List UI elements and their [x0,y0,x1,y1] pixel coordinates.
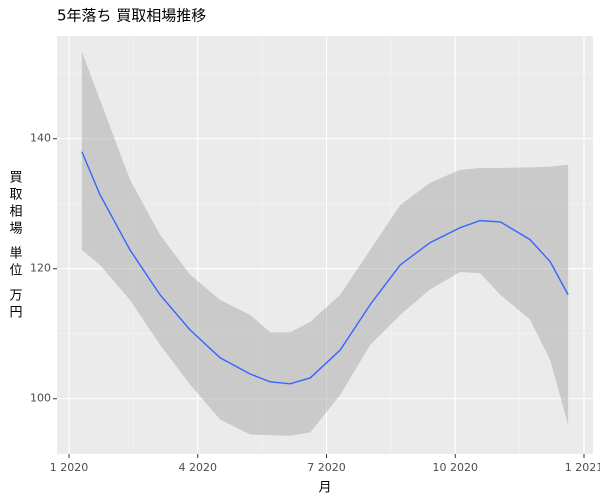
x-tick-label: 10 2020 [432,461,478,474]
x-axis-title: 月 [318,481,331,496]
x-tick-label: 7 2020 [307,461,346,474]
y-tick-label: 140 [30,132,51,145]
y-tick-label: 100 [30,392,51,405]
x-tick-label: 1 2021 [565,461,600,474]
x-tick-label: 4 2020 [179,461,218,474]
y-tick-label: 120 [30,262,51,275]
chart-title: 5年落ち 買取相場推移 [57,7,206,25]
y-axis-title: 買取相場 単位 万円 [7,170,23,322]
smooth-line [81,151,569,385]
confidence-band [81,51,569,436]
x-tick-label: 1 2020 [50,461,89,474]
panel [57,36,593,454]
